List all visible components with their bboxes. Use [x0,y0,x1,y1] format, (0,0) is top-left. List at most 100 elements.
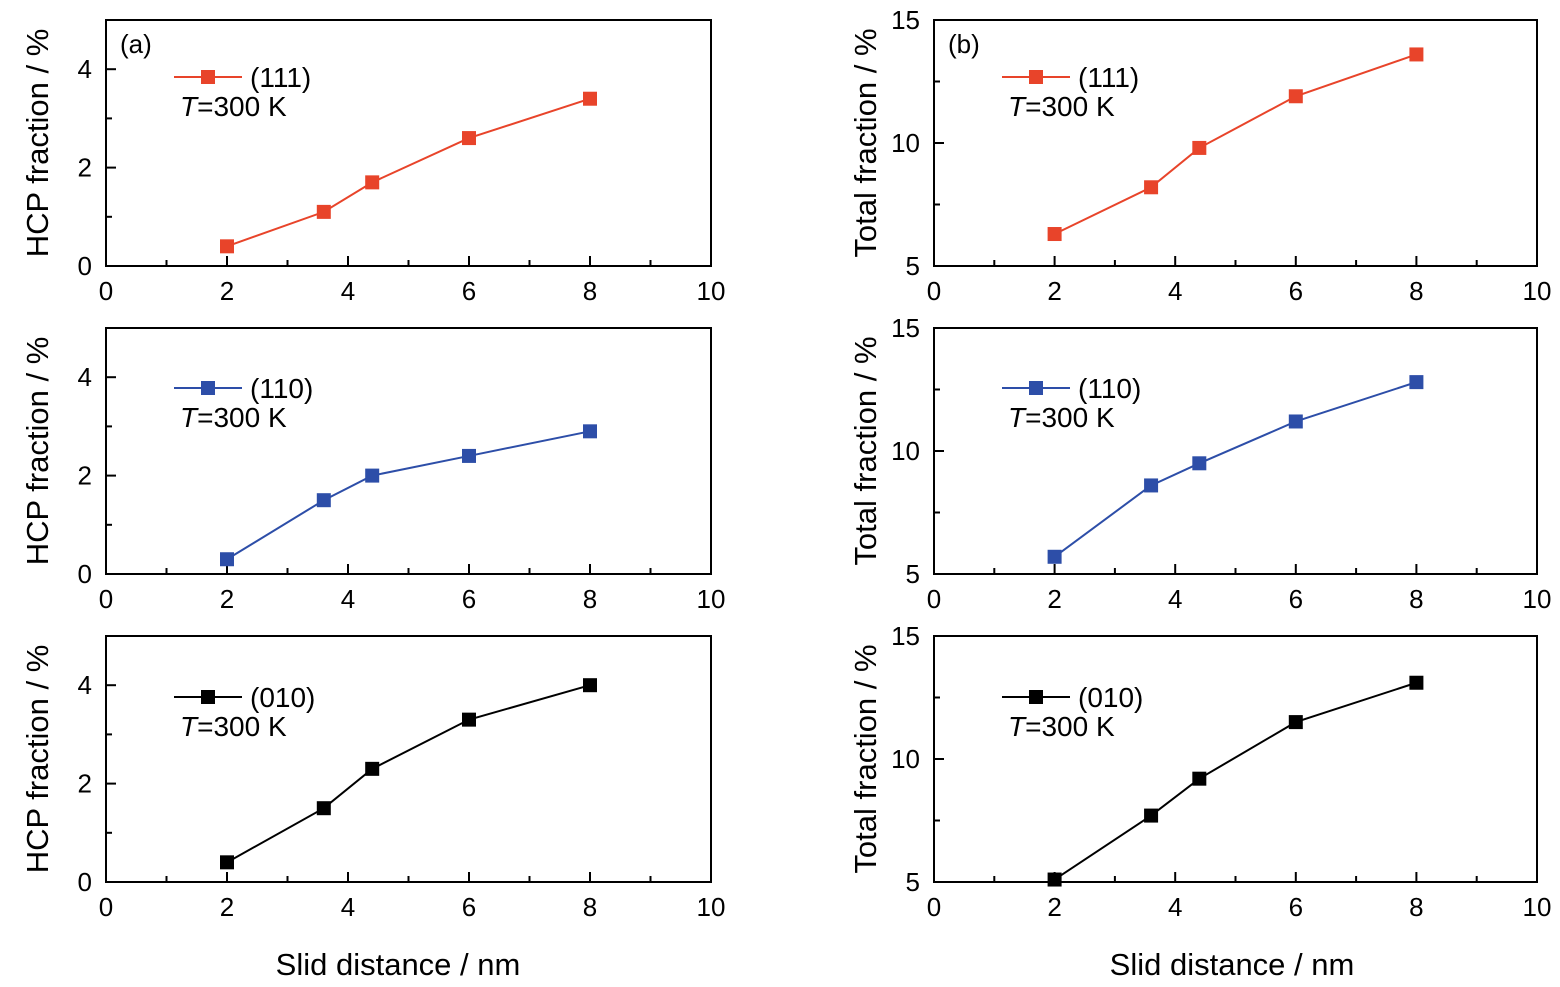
data-point [316,493,331,508]
data-point [365,468,380,483]
y-tick-label: 10 [891,436,920,466]
x-tick-label: 10 [697,276,726,306]
legend-marker [201,690,215,704]
x-tick-label: 8 [1409,276,1423,306]
y-tick-label: 5 [906,867,920,897]
data-point [220,855,234,870]
x-tick-label: 8 [1409,892,1423,922]
data-point [1047,227,1062,242]
temperature-annotation: T=300 K [180,402,287,433]
y-tick-label: 15 [891,621,920,651]
x-tick-label: 8 [583,892,597,922]
data-point [1288,414,1303,429]
x-tick-label: 4 [341,892,355,922]
x-tick-label: 6 [1289,276,1303,306]
plot-frame [933,635,1538,883]
data-point [1047,872,1062,887]
data-point [462,712,476,727]
temperature-annotation: T=300 K [1008,402,1115,433]
y-tick-label: 10 [891,744,920,774]
data-point [1192,771,1207,786]
legend-marker [201,70,215,84]
y-tick-label: 5 [906,251,920,281]
plot-frame [105,19,712,267]
x-tick-label: 8 [1409,584,1423,614]
data-point [365,175,380,190]
x-tick-label: 10 [1523,276,1552,306]
temperature-value: =300 K [197,91,287,122]
x-tick-label: 4 [341,276,355,306]
y-tick-label: 0 [78,867,92,897]
data-point [316,801,331,816]
x-tick-label: 10 [1523,584,1552,614]
temperature-value: =300 K [1025,711,1115,742]
data-point [462,131,476,146]
x-tick-label: 2 [1047,892,1061,922]
data-point [583,91,597,106]
plot-frame [105,327,712,575]
x-tick-label: 10 [697,584,726,614]
legend-label: (010) [250,682,315,713]
x-tick-label: 2 [220,892,234,922]
x-tick-label: 0 [927,276,941,306]
y-tick-label: 4 [78,362,92,392]
y-tick-label: 5 [906,559,920,589]
y-axis-label: Total fraction / % [848,28,883,257]
temperature-symbol: T [180,91,199,122]
y-axis-label: HCP fraction / % [20,29,55,258]
panel-tag: (b) [948,29,980,59]
x-tick-label: 6 [1289,892,1303,922]
x-tick-label: 6 [462,276,476,306]
data-point [1409,675,1424,690]
temperature-annotation: T=300 K [1008,711,1115,742]
data-point [1192,456,1207,471]
legend-label: (110) [1078,373,1141,404]
temperature-symbol: T [1008,711,1027,742]
temperature-value: =300 K [1025,91,1115,122]
x-tick-label: 4 [1168,584,1182,614]
plot-frame [105,635,712,883]
y-tick-label: 2 [78,153,92,183]
y-axis-label: HCP fraction / % [20,645,55,874]
x-tick-label: 10 [1523,892,1552,922]
x-tick-label: 2 [220,276,234,306]
legend-marker [1029,381,1043,395]
x-tick-label: 0 [99,584,113,614]
data-point [583,424,597,439]
legend-marker [201,381,215,395]
y-tick-label: 0 [78,251,92,281]
data-point [583,678,597,693]
x-tick-label: 2 [220,584,234,614]
plot-frame [933,327,1538,575]
y-tick-label: 2 [78,461,92,491]
x-tick-label: 0 [927,892,941,922]
y-axis-label: Total fraction / % [848,644,883,873]
x-tick-label: 6 [462,584,476,614]
data-point [1144,478,1159,493]
legend-label: (010) [1078,682,1143,713]
x-tick-label: 6 [462,892,476,922]
y-tick-label: 4 [78,670,92,700]
y-tick-label: 15 [891,313,920,343]
y-tick-label: 0 [78,559,92,589]
x-axis-label-right: Slid distance / nm [1110,947,1355,982]
plot-frame [933,19,1538,267]
x-tick-label: 4 [1168,892,1182,922]
legend-label: (111) [250,62,311,93]
temperature-symbol: T [180,402,199,433]
data-point [316,204,331,219]
x-tick-label: 6 [1289,584,1303,614]
data-point [1288,89,1303,104]
x-axis-label-left: Slid distance / nm [276,947,521,982]
x-tick-label: 0 [927,584,941,614]
data-point [365,761,380,776]
x-tick-label: 2 [1047,276,1061,306]
data-point [220,239,234,254]
x-tick-label: 0 [99,892,113,922]
temperature-value: =300 K [1025,402,1115,433]
temperature-annotation: T=300 K [180,711,287,742]
